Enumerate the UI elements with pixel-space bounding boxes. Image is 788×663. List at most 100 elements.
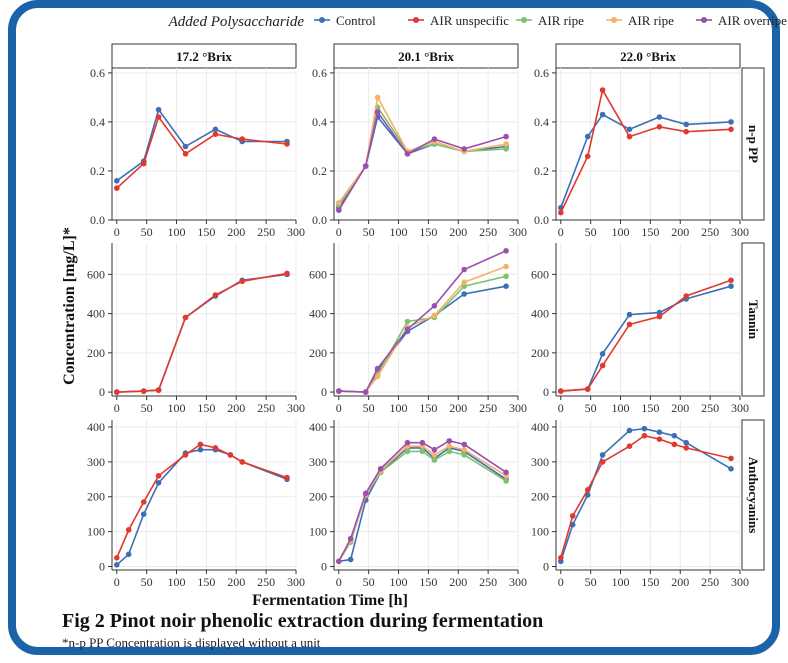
data-point: [336, 207, 342, 213]
x-tick-label: 0: [114, 401, 120, 415]
data-point: [683, 445, 689, 451]
y-tick-label: 400: [309, 307, 327, 321]
x-tick-label: 0: [114, 575, 120, 589]
x-tick-label: 300: [287, 575, 305, 589]
x-tick-label: 50: [363, 225, 375, 239]
data-point: [558, 388, 564, 394]
series-line: [338, 265, 507, 393]
data-point: [140, 160, 147, 167]
series-line: [560, 113, 732, 208]
x-tick-label: 300: [509, 225, 527, 239]
y-tick-label: 0.0: [90, 213, 105, 227]
x-tick-label: 300: [731, 401, 749, 415]
data-point: [461, 446, 468, 453]
x-tick-label: 0: [114, 225, 120, 239]
data-point: [461, 441, 468, 448]
column-strip-label: 20.1 °Brix: [398, 49, 454, 64]
data-point: [374, 109, 381, 115]
legend-label: Control: [336, 13, 376, 28]
y-tick-label: 400: [531, 420, 549, 434]
series-line: [338, 447, 507, 563]
data-point: [584, 487, 591, 493]
series-line: [560, 279, 732, 392]
x-tick-label: 0: [558, 401, 564, 415]
data-point: [503, 133, 509, 140]
y-tick-label: 400: [309, 420, 327, 434]
x-tick-label: 0: [558, 225, 564, 239]
series-line: [116, 115, 288, 189]
data-point: [155, 473, 162, 479]
row-strip-label: Anthocyanins: [746, 457, 761, 534]
data-point: [419, 439, 426, 446]
legend-title: Added Polysaccharide: [168, 14, 305, 30]
series-line: [560, 285, 732, 392]
x-tick-label: 150: [197, 401, 215, 415]
legend-label: AIR unspecific: [430, 13, 509, 28]
data-point: [182, 151, 189, 157]
data-point: [431, 457, 438, 463]
x-tick-label: 150: [419, 575, 437, 589]
data-point: [284, 270, 290, 277]
data-point: [197, 446, 204, 453]
x-tick-label: 200: [449, 401, 467, 415]
x-tick-label: 200: [449, 225, 467, 239]
x-tick-label: 100: [390, 575, 408, 589]
x-tick-label: 50: [363, 401, 375, 415]
x-tick-label: 300: [509, 575, 527, 589]
series-line: [560, 434, 732, 559]
data-point: [404, 439, 411, 446]
series-line: [560, 87, 732, 213]
data-point: [503, 146, 509, 152]
data-point: [239, 459, 245, 465]
data-point: [641, 425, 648, 432]
legend-key-marker: [521, 17, 527, 23]
data-point: [728, 119, 734, 125]
x-tick-label: 100: [168, 225, 186, 239]
data-point: [336, 200, 342, 206]
row-strip: [741, 419, 765, 571]
column-strip: [111, 43, 297, 69]
x-tick-label: 250: [257, 575, 275, 589]
data-point: [656, 114, 663, 120]
x-axis-title: Fermentation Time [h]: [252, 592, 408, 609]
series-line: [338, 440, 507, 562]
data-point: [626, 427, 633, 434]
data-point: [404, 151, 411, 157]
legend-label: AIR ripe: [628, 13, 674, 28]
data-point: [446, 448, 453, 455]
series-line: [116, 448, 288, 566]
series-line: [338, 110, 507, 211]
data-point: [656, 309, 663, 316]
x-tick-label: 200: [449, 575, 467, 589]
data-point: [503, 141, 509, 147]
data-point: [239, 136, 245, 142]
x-tick-label: 200: [671, 575, 689, 589]
data-point: [558, 555, 564, 561]
data-point: [362, 163, 369, 169]
x-tick-label: 250: [479, 401, 497, 415]
data-point: [626, 311, 633, 318]
y-tick-label: 0.4: [90, 115, 105, 129]
data-point: [212, 445, 219, 451]
data-point: [374, 365, 381, 372]
y-tick-label: 0: [321, 385, 327, 399]
data-point: [362, 389, 369, 395]
x-tick-label: 100: [612, 575, 630, 589]
data-point: [558, 209, 564, 216]
data-point: [182, 314, 189, 321]
series-line: [338, 285, 507, 393]
x-tick-label: 200: [227, 575, 245, 589]
data-point: [431, 303, 438, 309]
data-point: [239, 278, 245, 285]
data-point: [155, 480, 162, 486]
data-point: [336, 558, 342, 565]
data-point: [671, 432, 678, 439]
data-point: [347, 535, 354, 542]
figure-caption-title: Fig 2 Pinot noir phenolic extraction dur…: [62, 610, 544, 632]
y-tick-label: 600: [87, 267, 105, 281]
data-point: [336, 388, 342, 394]
data-point: [431, 446, 438, 453]
x-tick-label: 250: [479, 575, 497, 589]
x-tick-label: 150: [641, 225, 659, 239]
x-tick-label: 0: [336, 401, 342, 415]
